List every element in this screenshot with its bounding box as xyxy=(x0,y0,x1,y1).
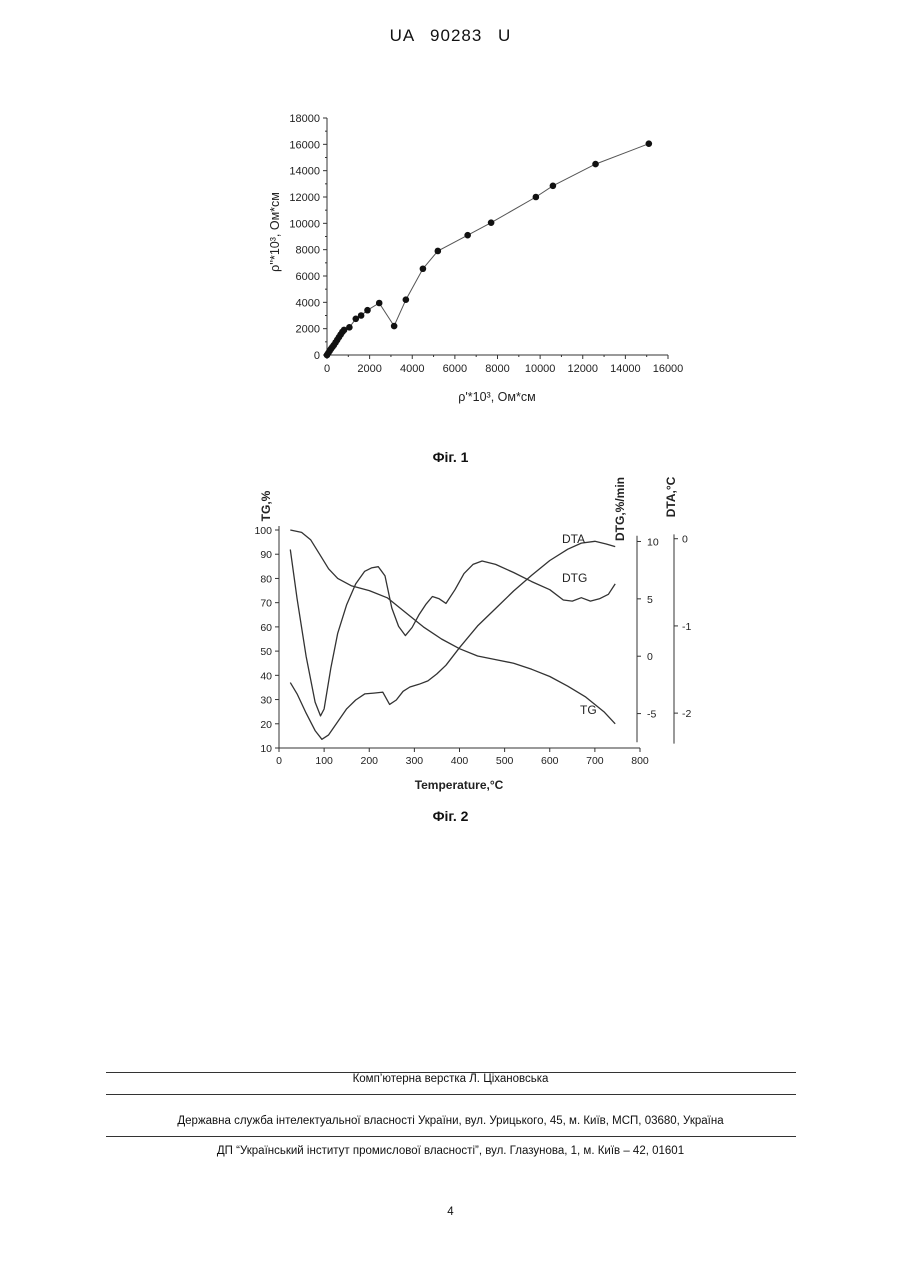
fig2-x-tick-label: 600 xyxy=(541,755,559,767)
fig2-dta-tick-label: -1 xyxy=(682,621,691,633)
fig2-x-tick-label: 500 xyxy=(496,755,514,767)
fig2-x-tick-label: 100 xyxy=(315,755,333,767)
fig2-tg-tick-label: 60 xyxy=(260,622,272,634)
footer-rule-3 xyxy=(106,1136,796,1137)
fig2-tg-tick-label: 100 xyxy=(254,525,272,537)
fig2-dtg-tick-label: -5 xyxy=(647,709,656,721)
fig2-x-tick-label: 200 xyxy=(360,755,378,767)
figure-2-caption: Фіг. 2 xyxy=(0,808,901,824)
fig2-x-tick-label: 300 xyxy=(406,755,424,767)
footer-publisher: Державна служба інтелектуальної власност… xyxy=(0,1115,901,1127)
footer-typesetter: Комп’ютерна верстка Л. Ціхановська xyxy=(0,1073,901,1085)
fig2-x-tick-label: 0 xyxy=(276,755,282,767)
fig2-x-tick-label: 400 xyxy=(451,755,469,767)
fig2-dtg-tick-label: 0 xyxy=(647,651,653,663)
fig2-tg-tick-label: 70 xyxy=(260,598,272,610)
fig2-tg-tick-label: 40 xyxy=(260,670,272,682)
footer-rule-2 xyxy=(106,1094,796,1095)
fig2-tg-tick-label: 20 xyxy=(260,719,272,731)
fig2-dtg-tick-label: 5 xyxy=(647,594,653,606)
series-label-dta: DTA xyxy=(562,532,585,546)
fig2-dtg-tick-label: 10 xyxy=(647,536,659,548)
fig2-tg-tick-label: 90 xyxy=(260,549,272,561)
series-label-dtg: DTG xyxy=(562,571,587,585)
fig2-axes: 0100200300400500600700800102030405060708… xyxy=(254,525,691,767)
fig2-tg-tick-label: 80 xyxy=(260,573,272,585)
fig2-tg-tick-label: 10 xyxy=(260,743,272,755)
series-label-tg: TG xyxy=(580,703,597,717)
fig2-tg-axis-label: TG,% xyxy=(259,490,273,521)
fig2-tg-tick-label: 30 xyxy=(260,695,272,707)
fig2-dta-axis-label: DTA,°C xyxy=(664,476,678,517)
fig2-x-axis-label: Temperature,°C xyxy=(415,778,504,792)
footer-institute: ДП “Український інститут промислової вла… xyxy=(0,1145,901,1157)
fig2-dta-tick-label: -2 xyxy=(682,708,691,720)
fig2-x-tick-label: 800 xyxy=(631,755,649,767)
fig2-dta-tick-label: 0 xyxy=(682,534,688,546)
fig2-x-tick-label: 700 xyxy=(586,755,604,767)
page-number: 4 xyxy=(0,1206,901,1218)
fig2-dtg-axis-label: DTG,%/min xyxy=(613,477,627,541)
fig2-curves xyxy=(290,530,615,739)
fig2-tg-tick-label: 50 xyxy=(260,646,272,658)
figure-2-chart: 0100200300400500600700800102030405060708… xyxy=(0,0,901,820)
